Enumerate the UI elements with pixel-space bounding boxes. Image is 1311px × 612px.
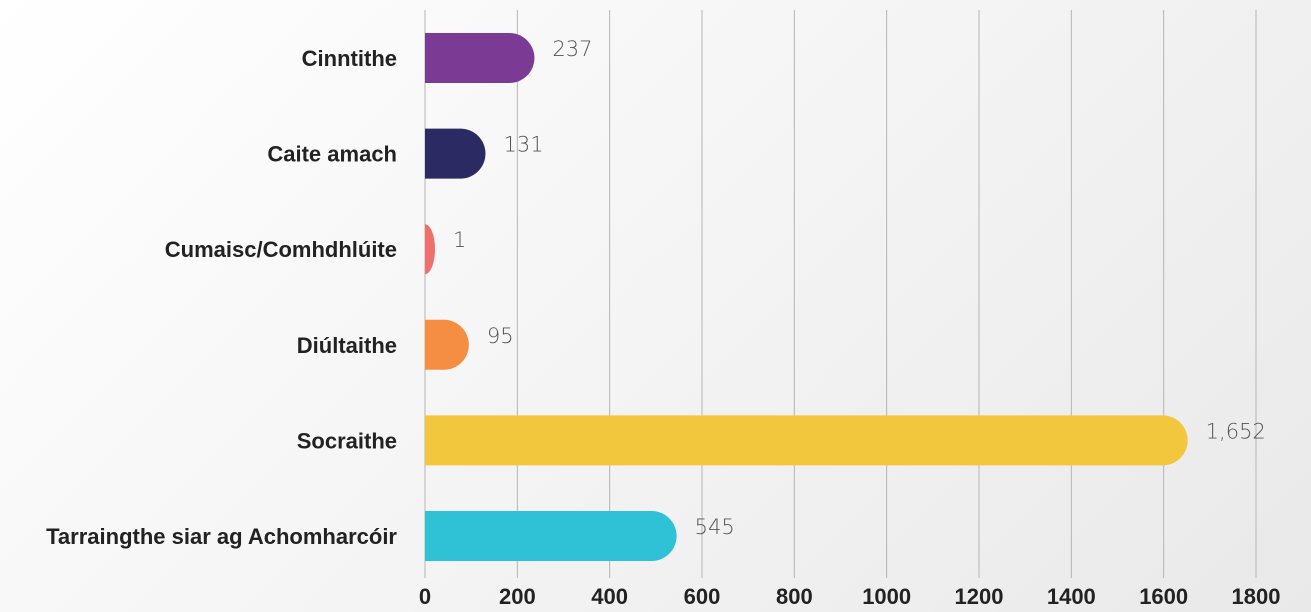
category-label-1: Caite amach [267,142,397,167]
x-tick-label-200: 200 [499,584,536,609]
x-tick-label-800: 800 [776,584,813,609]
value-label-0: 237 [552,37,592,61]
category-label-0: Cinntithe [302,46,397,71]
x-tick-label-400: 400 [591,584,628,609]
x-tick-label-1400: 1400 [1047,584,1096,609]
category-label-4: Socraithe [297,428,397,453]
bar-2 [425,224,435,275]
category-label-5: Tarraingthe siar ag Achomharcóir [46,524,397,549]
category-label-3: Diúltaithe [297,333,397,358]
x-tick-label-1200: 1200 [955,584,1004,609]
value-label-4: 1,652 [1206,419,1266,443]
x-tick-label-1800: 1800 [1232,584,1281,609]
bar-3 [425,319,469,370]
bar-5 [425,511,677,561]
bar-4 [425,415,1188,466]
x-tick-label-600: 600 [684,584,721,609]
x-tick-label-0: 0 [419,584,431,609]
x-tick-label-1000: 1000 [862,584,911,609]
bar-0 [425,33,535,83]
value-label-1: 131 [503,133,543,157]
x-tick-label-1600: 1600 [1139,584,1188,609]
value-label-3: 95 [487,324,514,348]
value-label-5: 545 [695,515,735,539]
bar-1 [425,128,486,179]
value-label-2: 1 [453,228,466,252]
category-label-2: Cumaisc/Comhdhlúite [165,237,397,262]
